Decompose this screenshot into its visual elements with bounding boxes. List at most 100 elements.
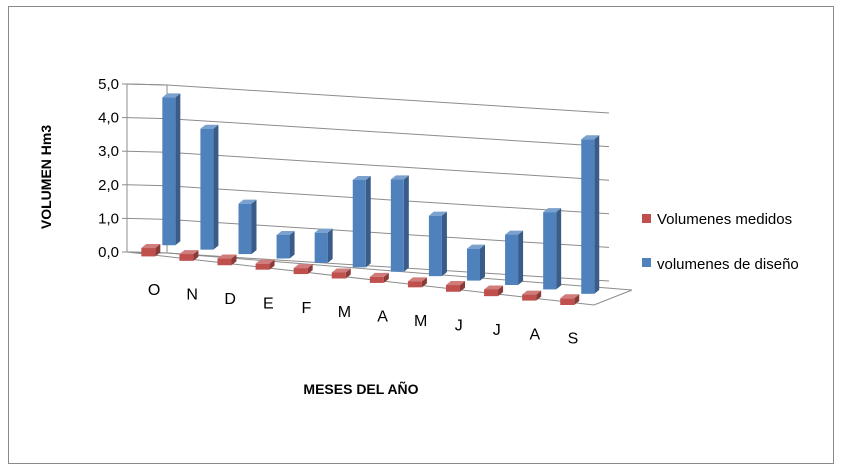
bar-9-diseno-top	[466, 244, 485, 249]
bar-8-diseno-side	[441, 211, 447, 277]
bar-5-medidos-top	[293, 264, 313, 269]
x-axis-categories: O N D E F M A M J J A S	[148, 282, 578, 348]
bar-4-medidos-side	[269, 259, 275, 270]
bar-3-medidos	[217, 254, 237, 266]
bar-9-diseno-side	[479, 244, 485, 281]
bar-7-medidos-top	[369, 272, 389, 277]
bar-6-diseno-top	[352, 175, 371, 180]
bar-5-diseno-top	[314, 228, 333, 233]
y-axis-title: VOLUMEN Hm3	[38, 125, 54, 229]
bar-11-diseno-side	[556, 208, 562, 290]
bar-7-medidos	[369, 272, 389, 283]
bar-10-medidos-side	[498, 285, 504, 297]
bar-9-diseno	[466, 244, 485, 281]
category-label: F	[301, 300, 311, 317]
category-label: A	[530, 326, 541, 343]
bar-11-diseno	[543, 208, 562, 290]
x-axis-title: MESES DEL AÑO	[303, 380, 418, 397]
gridline	[166, 218, 610, 248]
bar-10-medidos-front	[484, 289, 499, 297]
bar-6-medidos	[331, 268, 351, 279]
bar-9-diseno-front	[466, 248, 480, 281]
bar-1-diseno-top	[162, 93, 181, 98]
category-label: N	[186, 287, 198, 304]
bar-8-diseno-top	[428, 211, 447, 216]
bar-8-medidos-front	[407, 281, 422, 288]
bar-3-diseno-top	[238, 199, 257, 204]
gridline	[166, 118, 610, 148]
chart-frame: 0,0 1,0 2,0 3,0 4,0 5,0 O N D E F M A M J J A S VOLUMEN …	[8, 6, 834, 464]
bar-9-medidos	[445, 281, 465, 292]
category-label: D	[224, 291, 236, 308]
bar-5-medidos-side	[307, 264, 313, 275]
bar-7-diseno	[390, 175, 409, 272]
gridline-side	[126, 184, 168, 187]
side-wall	[126, 83, 168, 254]
legend: Volumenes medidos volumenes de diseño	[642, 211, 799, 273]
y-tick-label: 2,0	[98, 177, 119, 194]
bar-12-medidos-front	[560, 298, 575, 306]
category-label: A	[377, 309, 388, 326]
gridline-side	[126, 150, 168, 153]
bar-7-diseno-front	[390, 179, 404, 272]
bar-6-diseno	[352, 175, 371, 268]
bar-2-diseno-front	[200, 128, 214, 250]
bar-1-medidos-front	[141, 248, 156, 257]
bar-8-diseno-front	[428, 215, 442, 277]
legend-swatch-medidos	[642, 214, 651, 223]
bar-5-medidos	[293, 264, 313, 275]
bar-9-medidos-top	[445, 281, 465, 286]
bar-11-medidos-front	[522, 294, 537, 301]
bar-6-medidos-top	[331, 268, 351, 273]
category-label: M	[338, 304, 351, 321]
bar-8-medidos	[407, 277, 427, 288]
bar-11-medidos	[522, 290, 542, 301]
bar-2-diseno-top	[200, 124, 219, 129]
bar-4-medidos-front	[255, 263, 270, 270]
bar-10-medidos	[484, 285, 504, 297]
bar-8-medidos-side	[421, 277, 427, 288]
legend-label-diseno: volumenes de diseño	[657, 256, 799, 273]
bar-4-diseno	[276, 230, 295, 259]
category-label: J	[493, 322, 501, 339]
bar-4-diseno-side	[289, 230, 295, 259]
bar-2-diseno-side	[213, 124, 219, 250]
bar-10-medidos-top	[484, 285, 504, 290]
bar-12-diseno-front	[581, 139, 595, 294]
bar-2-medidos-front	[179, 254, 194, 261]
gridline	[166, 151, 610, 181]
y-tick-label: 5,0	[98, 76, 119, 93]
gridline	[166, 185, 610, 215]
bar-5-diseno-side	[327, 228, 333, 263]
y-tick-label: 3,0	[98, 143, 119, 160]
bar-3-medidos-side	[231, 254, 237, 266]
bar-4-medidos	[255, 259, 275, 270]
bar-1-medidos	[141, 244, 161, 257]
category-label: M	[414, 313, 427, 330]
bar-3-medidos-top	[217, 254, 237, 259]
gridline-side	[126, 217, 168, 220]
bar-3-diseno-front	[238, 203, 252, 255]
bar-1-diseno-side	[175, 93, 181, 246]
bar-7-diseno-top	[390, 175, 409, 180]
bar-4-diseno-front	[276, 234, 290, 259]
bar-2-medidos-top	[179, 250, 199, 255]
bar-2-medidos	[179, 250, 199, 261]
gridline	[166, 84, 610, 114]
legend-label-medidos: Volumenes medidos	[657, 211, 792, 228]
bar-12-medidos	[560, 294, 580, 306]
bar-6-diseno-side	[365, 175, 371, 268]
legend-swatch-diseno	[642, 258, 651, 267]
bar-5-diseno-front	[314, 232, 328, 263]
bar-12-diseno	[581, 135, 600, 294]
bar-12-diseno-top	[581, 135, 600, 140]
bar-5-medidos-front	[293, 268, 308, 275]
bar-9-medidos-side	[459, 281, 465, 292]
bar-6-medidos-front	[331, 272, 346, 279]
category-label: O	[148, 282, 160, 299]
bar-7-medidos-side	[383, 272, 389, 283]
bar-4-medidos-top	[255, 259, 275, 264]
bar-10-diseno-front	[505, 234, 519, 285]
bar-1-diseno-front	[162, 97, 176, 246]
bar-5-diseno	[314, 228, 333, 263]
